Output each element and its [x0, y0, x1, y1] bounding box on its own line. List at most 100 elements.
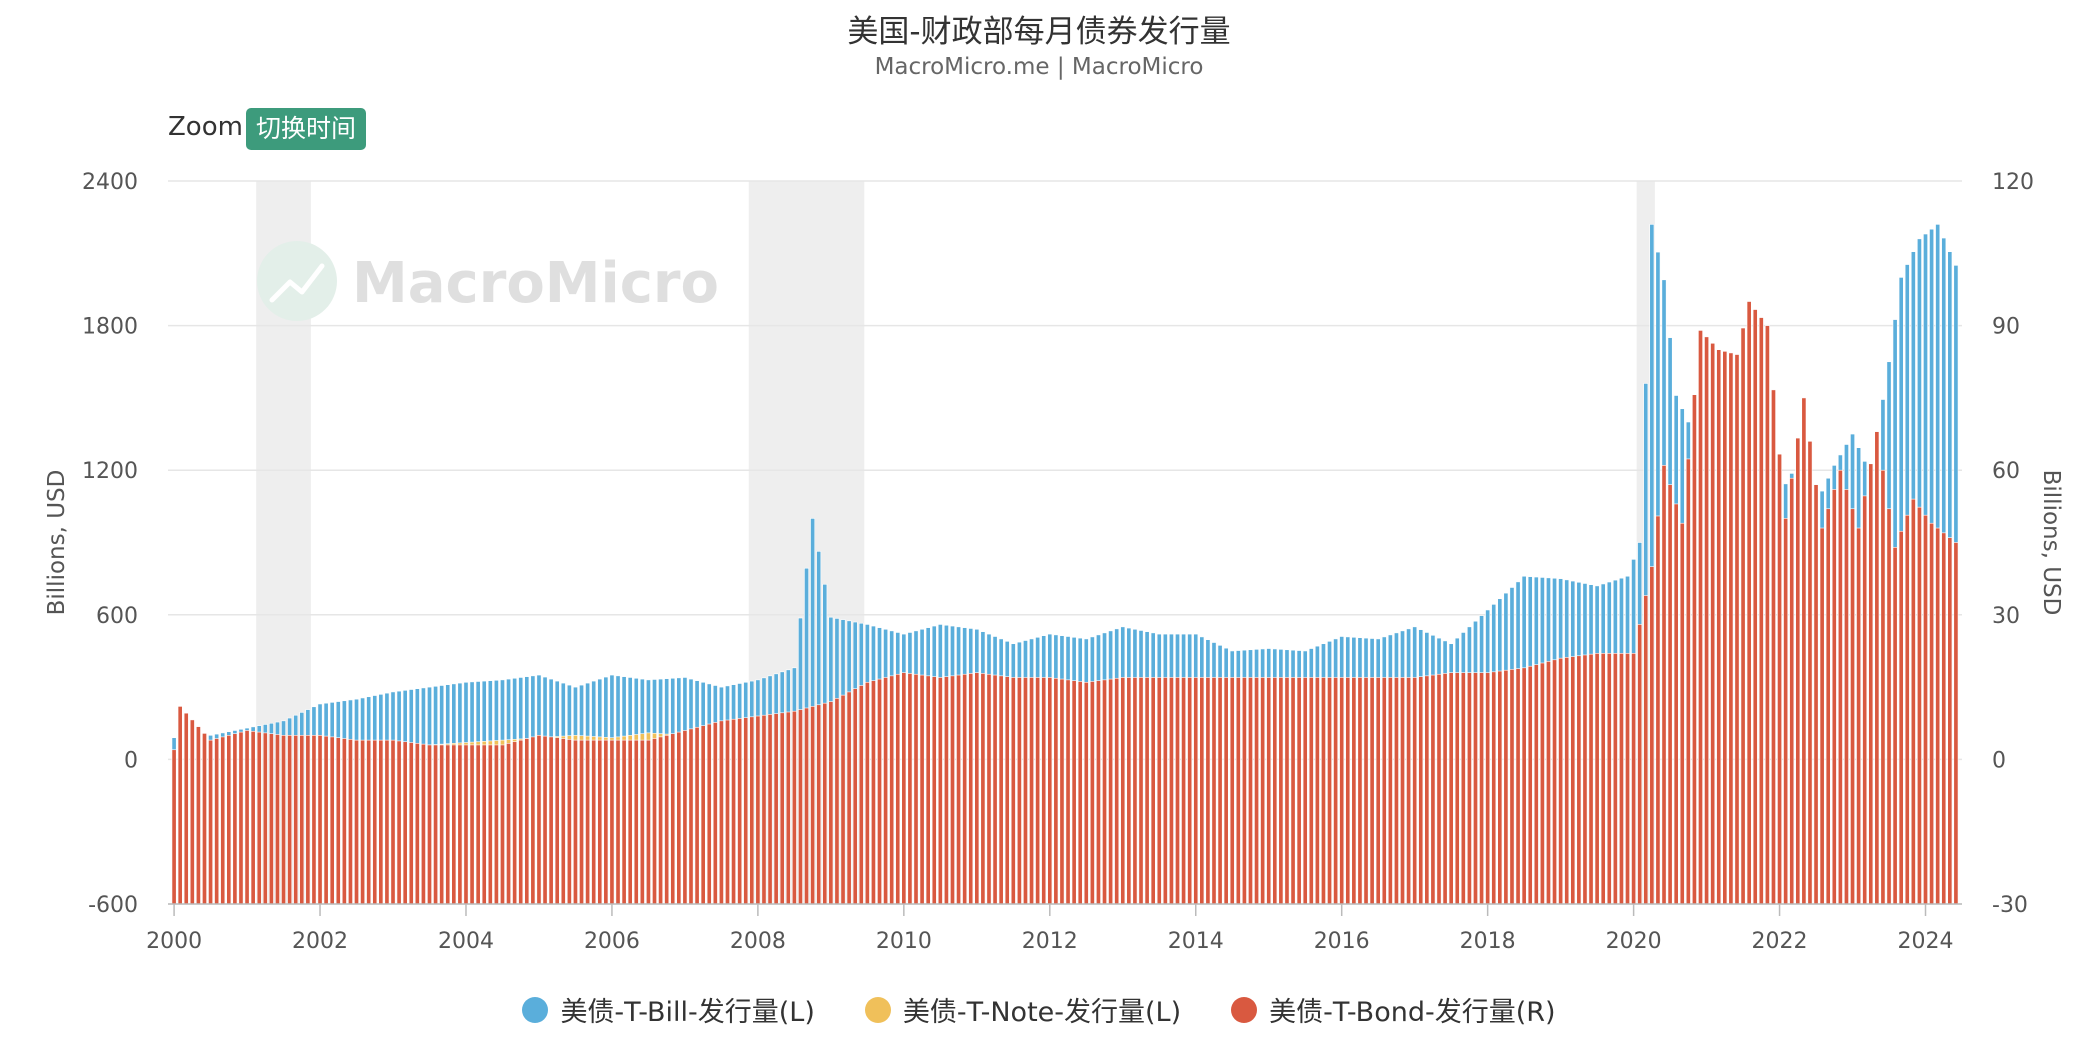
bar-tbond: [1947, 537, 1953, 905]
bar-tbond: [390, 739, 396, 905]
bar-tbond: [725, 719, 730, 905]
bar-tbond: [1691, 394, 1697, 905]
bar-tbond: [591, 739, 597, 905]
bar-tbond: [1734, 354, 1740, 905]
bar-tbond: [785, 711, 791, 905]
toggle-time-button[interactable]: 切换时间: [246, 108, 367, 150]
bar-tbond: [360, 739, 366, 905]
bar-tbond: [445, 744, 451, 905]
bar-tbond: [275, 734, 280, 905]
bar-tbond: [1120, 677, 1126, 905]
bar-tbond: [1351, 677, 1357, 905]
bar-tbond: [1266, 677, 1272, 905]
bar-tbond: [208, 739, 213, 905]
legend-item-tnote[interactable]: 美债-T-Note-发行量(L): [864, 990, 1182, 1029]
bar-tbond: [536, 734, 542, 905]
y-right-tick-label: 90: [1992, 315, 2020, 340]
bar-tbond: [609, 739, 615, 905]
bar-tbond: [1369, 677, 1375, 905]
bar-tbond: [658, 736, 664, 905]
bar-tbond: [202, 733, 207, 905]
bar-tbond: [737, 718, 743, 905]
legend-dot-tbill: [522, 996, 549, 1023]
legend-item-tbill[interactable]: 美债-T-Bill-发行量(L): [522, 990, 815, 1029]
bar-tbond: [1260, 677, 1266, 905]
x-tick-label: 2012: [1022, 929, 1078, 954]
bar-tbond: [305, 734, 311, 905]
bar-tbond: [798, 709, 803, 905]
bar-tbond: [1880, 469, 1886, 905]
bar-tbond: [262, 732, 268, 905]
bar-tbond: [943, 676, 949, 905]
bar-tbond: [1923, 514, 1928, 905]
bar-tbond: [1509, 669, 1515, 905]
bar-tbond: [1673, 503, 1679, 905]
bar-tbond: [804, 707, 809, 905]
bar-tbond: [639, 739, 645, 905]
bar-tbond: [615, 739, 621, 905]
bar-tbond: [238, 731, 244, 905]
bar-tbond: [439, 744, 445, 905]
bar-tbond: [1394, 677, 1399, 905]
bar-tbond: [1637, 624, 1643, 905]
x-tick-label: 2020: [1606, 929, 1662, 954]
bar-tbond: [1321, 677, 1326, 905]
bar-tbond: [1904, 514, 1910, 905]
bar-tbond: [1619, 653, 1624, 905]
bar-tbond: [1272, 677, 1278, 905]
bar-tbond: [694, 726, 700, 905]
bar-tbond: [427, 744, 432, 905]
x-tick-label: 2016: [1314, 929, 1370, 954]
bar-tbond: [469, 744, 475, 905]
bar-tbond: [919, 674, 925, 905]
bar-tbond: [1023, 677, 1028, 905]
bar-tbond: [1929, 522, 1935, 905]
bar-tbond: [1807, 440, 1813, 905]
bar-tbond: [408, 742, 414, 905]
y-right-tick-label: -30: [1992, 893, 2028, 918]
bar-tbond: [834, 698, 840, 905]
bar-tbond: [1479, 672, 1485, 905]
bar-tbond: [256, 731, 262, 905]
bar-tbond: [348, 739, 353, 905]
bar-tbond: [524, 738, 530, 905]
bar-tbond: [420, 743, 426, 905]
bar-tbond: [171, 749, 177, 905]
bar-tbond: [311, 734, 317, 905]
bar-tbond: [1016, 677, 1022, 905]
bar-tbond: [1527, 665, 1533, 905]
bar-tbond: [1953, 542, 1959, 905]
bar-tbond: [621, 739, 627, 905]
bar-tbond: [1661, 465, 1667, 905]
bar-tbond: [852, 688, 858, 905]
bar-tbond: [396, 740, 402, 905]
bar-tbond: [974, 672, 980, 905]
bar-tbond: [743, 717, 749, 905]
bar-tbond: [1193, 677, 1199, 905]
bar-tbond: [1898, 530, 1904, 905]
bar-tbond: [907, 673, 913, 905]
bar-tbond: [475, 744, 481, 905]
bar-tbond: [1679, 522, 1685, 905]
bar-tbond: [451, 744, 457, 905]
legend-label-tnote: 美债-T-Note-发行量(L): [902, 997, 1182, 1028]
bar-tbond: [652, 738, 657, 905]
bar-tbond: [986, 673, 992, 905]
bar-tbond: [372, 739, 378, 905]
bar-tbond: [226, 734, 232, 905]
bar-tbond: [1752, 309, 1758, 905]
bar-tbond: [341, 738, 347, 905]
chart-title: 美国-财政部每月债券发行量: [847, 14, 1231, 50]
bar-tbond: [1290, 677, 1296, 905]
bar-tbond: [1795, 437, 1801, 905]
bar-tbond: [1521, 667, 1527, 905]
bar-tbond: [1698, 330, 1703, 905]
bar-tbond: [1175, 677, 1180, 905]
bar-tbond: [1162, 677, 1168, 905]
legend-item-tbond[interactable]: 美债-T-Bond-发行量(R): [1231, 990, 1556, 1029]
bar-tbond: [1400, 677, 1405, 905]
bar-tbond: [822, 702, 828, 905]
bar-tbond: [323, 735, 329, 905]
bar-tbond: [1108, 678, 1114, 905]
y-axis-left-label: Billions, USD: [44, 470, 70, 616]
